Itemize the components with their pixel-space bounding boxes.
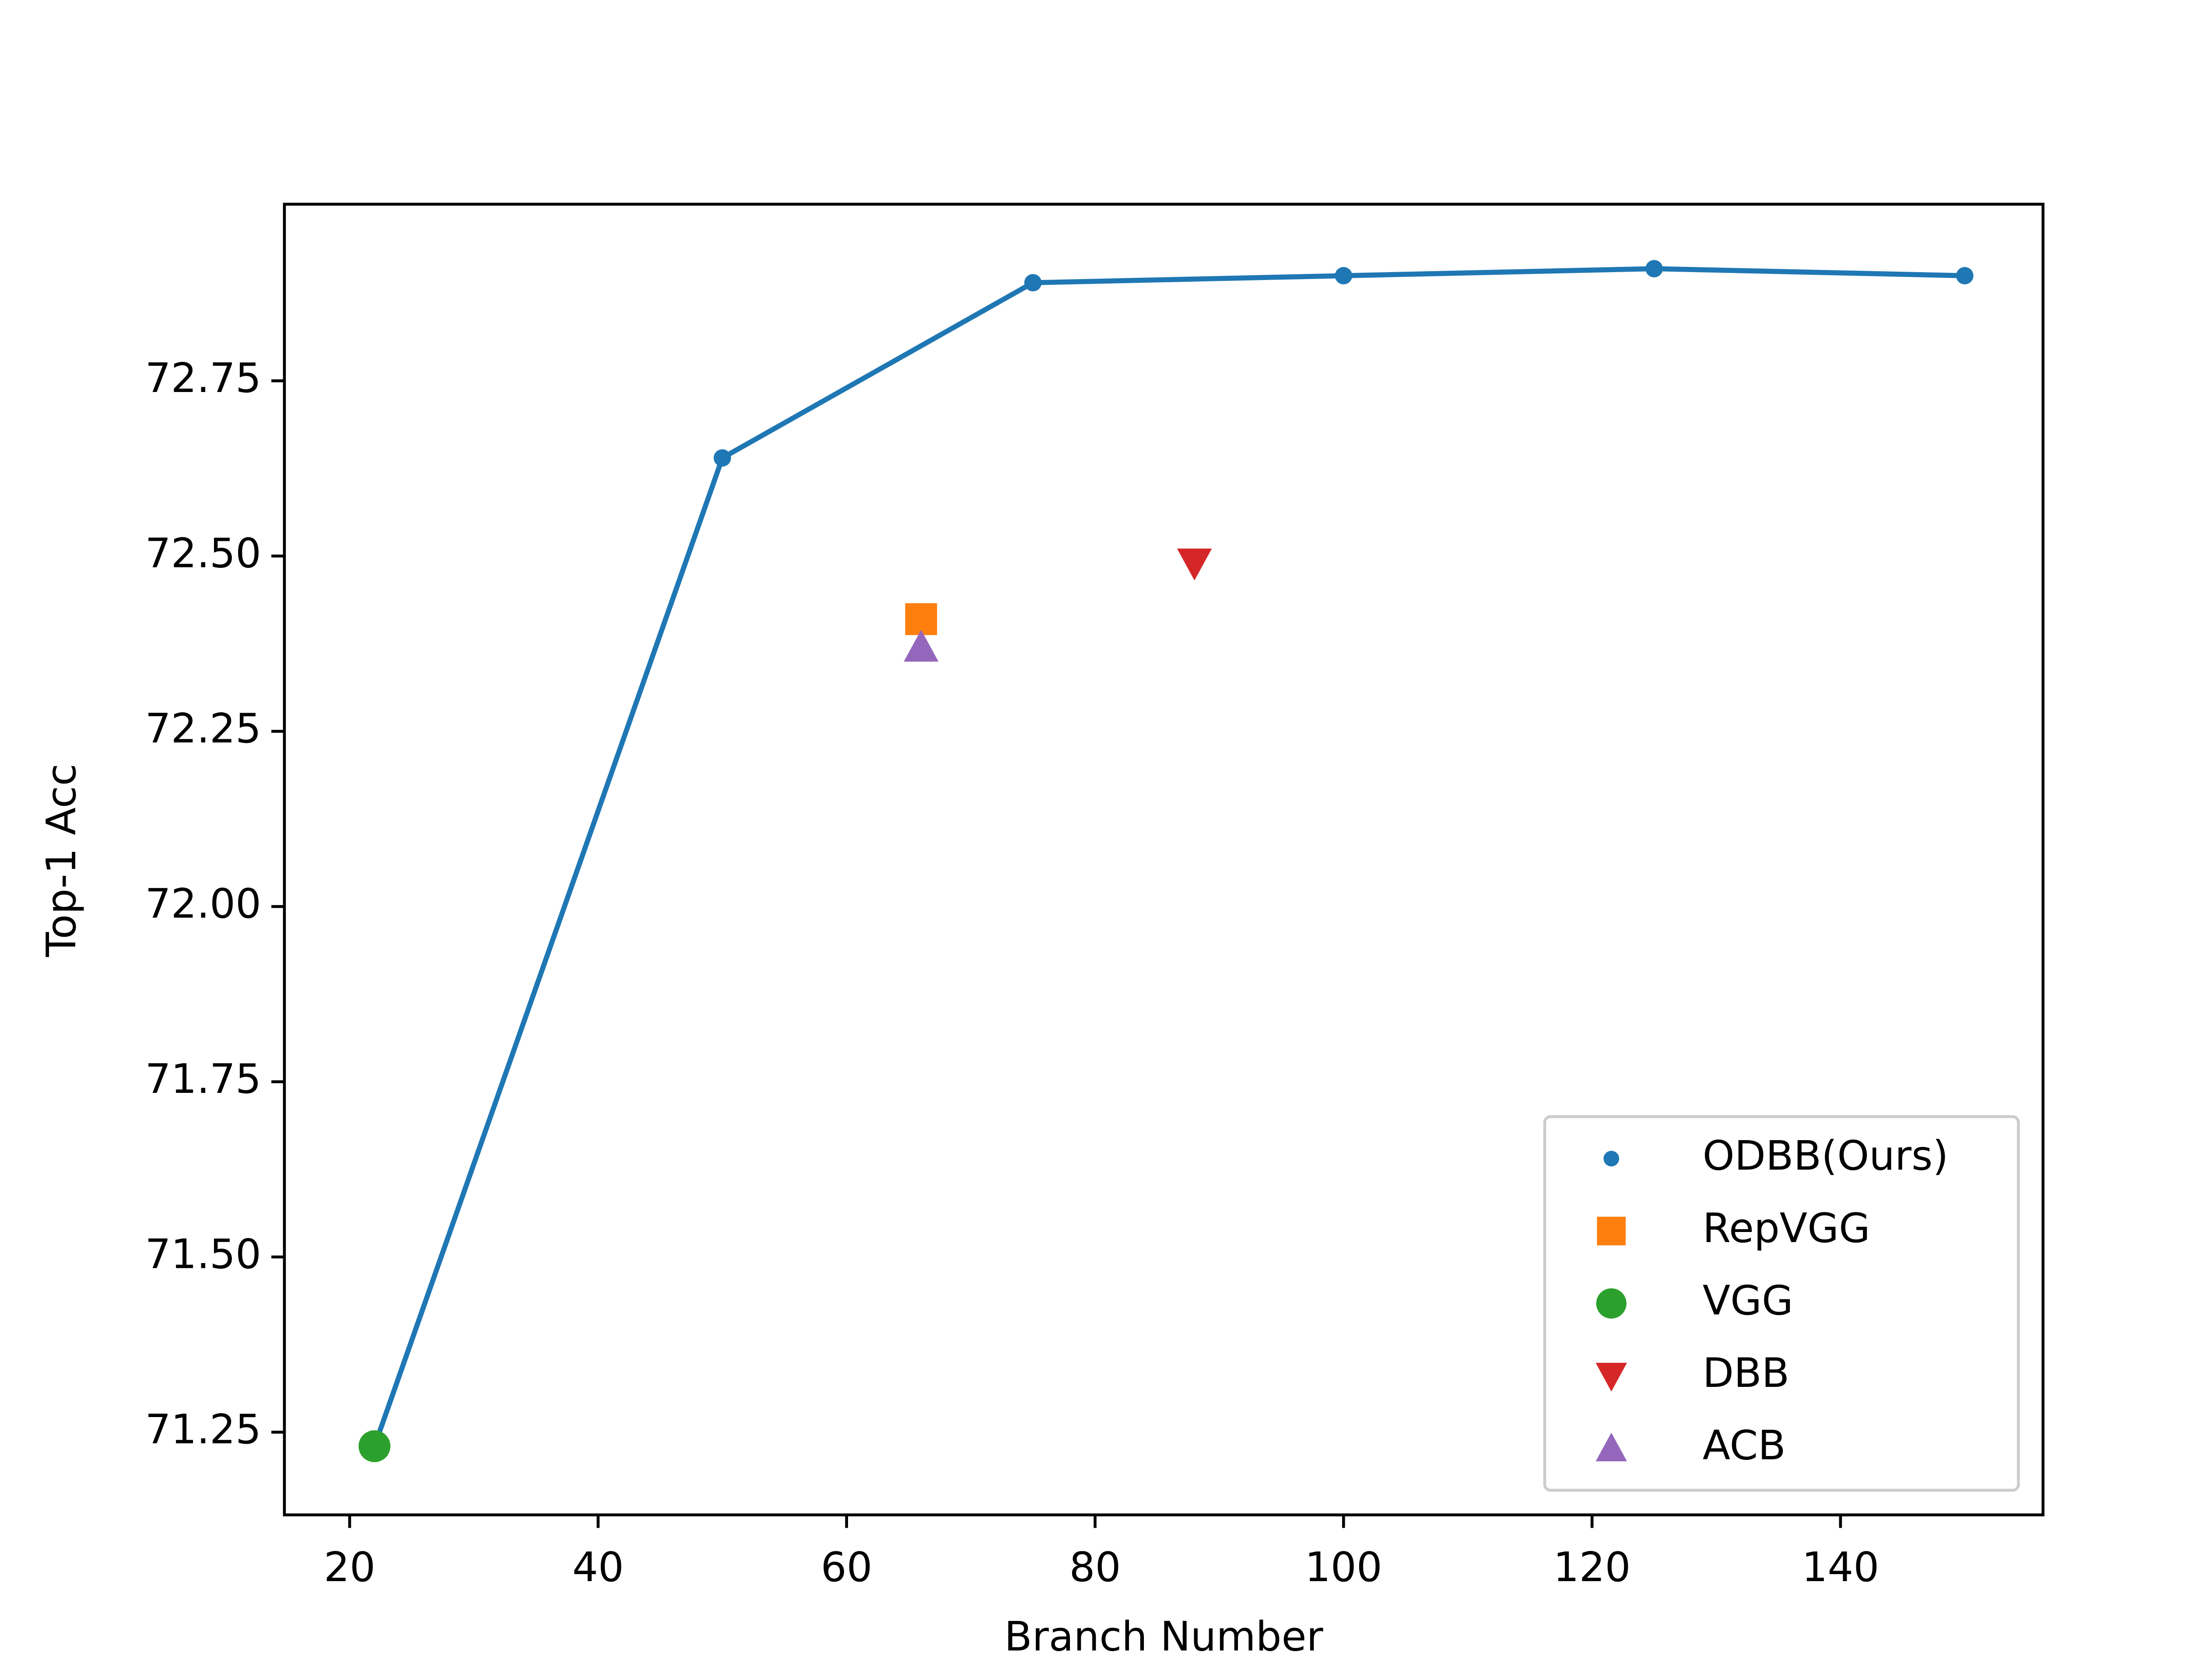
point <box>1645 260 1663 278</box>
legend-marker <box>1603 1151 1620 1167</box>
series-line <box>372 266 1965 1447</box>
legend-label: VGG <box>1703 1277 1793 1324</box>
legend-label: DBB <box>1703 1349 1790 1396</box>
x-tick-label: 100 <box>1305 1544 1382 1591</box>
point <box>1956 267 1974 285</box>
y-tick-label: 71.50 <box>145 1230 261 1278</box>
x-tick-label: 60 <box>821 1544 873 1591</box>
legend-marker <box>1595 1363 1627 1392</box>
legend-label: ODBB(Ours) <box>1703 1132 1949 1180</box>
y-tick-label: 72.00 <box>145 880 261 927</box>
legend-marker <box>1596 1288 1627 1319</box>
point <box>1024 274 1042 292</box>
point <box>1335 267 1353 285</box>
y-tick-label: 72.25 <box>145 705 261 752</box>
point <box>905 603 937 635</box>
plot-frame <box>283 203 2044 1516</box>
x-tick-label: 120 <box>1553 1544 1631 1591</box>
point <box>358 1430 391 1463</box>
point <box>1177 548 1212 581</box>
legend-marker <box>1595 1432 1627 1462</box>
legend-label: ACB <box>1703 1422 1786 1469</box>
y-tick-label: 72.75 <box>145 354 261 402</box>
x-tick-label: 40 <box>572 1544 624 1591</box>
x-tick-label: 20 <box>324 1544 375 1591</box>
x-tick-label: 140 <box>1802 1544 1879 1591</box>
legend-label: RepVGG <box>1703 1204 1870 1252</box>
y-tick-label: 72.50 <box>145 529 261 577</box>
legend-marker <box>1597 1217 1626 1246</box>
y-tick-label: 71.25 <box>145 1406 261 1453</box>
x-tick-label: 80 <box>1069 1544 1121 1591</box>
point <box>713 449 731 467</box>
y-axis-label: Top-1 Acc <box>38 763 85 957</box>
point <box>904 630 939 662</box>
x-axis-label: Branch Number <box>1004 1613 1324 1660</box>
y-tick-label: 71.75 <box>145 1055 261 1102</box>
legend-box <box>1543 1115 2020 1492</box>
